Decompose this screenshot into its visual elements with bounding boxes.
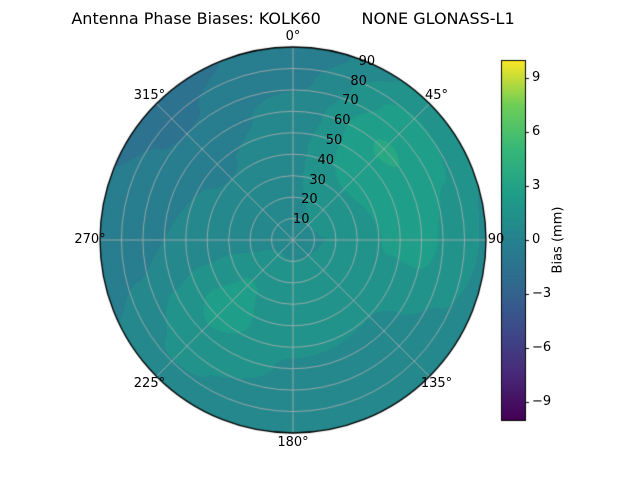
radial-tick-50: 50 — [325, 132, 343, 148]
angle-tick-0deg: 0° — [285, 28, 301, 44]
angle-tick-270deg: 270° — [74, 231, 106, 247]
colorbar-tick--9: −9 — [532, 393, 552, 409]
radial-tick-30: 30 — [309, 172, 326, 188]
colorbar-axis-label: Bias (mm) — [550, 206, 566, 274]
angle-tick-135deg: 135° — [420, 375, 453, 391]
angle-tick-225deg: 225° — [133, 375, 166, 391]
radial-tick-20: 20 — [301, 192, 318, 208]
colorbar-tick-6: 6 — [532, 123, 541, 139]
angle-tick-180deg: 180° — [277, 434, 309, 450]
angle-tick-315deg: 315° — [133, 88, 166, 104]
colorbar-tick--6: −6 — [532, 339, 552, 355]
colorbar-tick-0: 0 — [532, 231, 541, 247]
radial-tick-60: 60 — [333, 112, 351, 128]
angle-tick-45deg: 45° — [425, 88, 449, 104]
colorbar-tick-9: 9 — [532, 69, 541, 85]
colorbar-tick-3: 3 — [532, 177, 541, 193]
radial-tick-70: 70 — [342, 93, 359, 109]
angle-tick-90deg: 90 — [487, 231, 505, 247]
radial-tick-80: 80 — [350, 73, 367, 89]
colorbar-tick--3: −3 — [532, 285, 552, 301]
radial-tick-90: 90 — [358, 53, 376, 69]
radial-tick-10: 10 — [292, 212, 310, 228]
radial-tick-40: 40 — [317, 152, 335, 168]
